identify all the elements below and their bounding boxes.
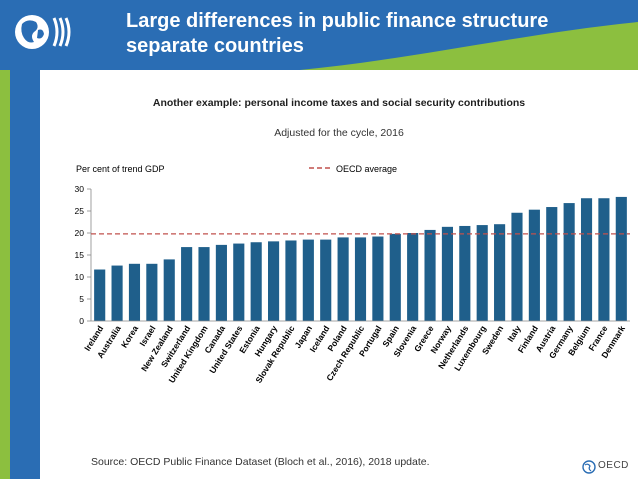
bar-switzerland <box>181 247 193 321</box>
oecd-logo <box>10 10 72 60</box>
globe-icon <box>582 460 596 474</box>
bar-sweden <box>494 224 506 321</box>
y-tick-label: 25 <box>75 206 85 216</box>
bar-netherlands <box>459 225 471 321</box>
chart-subtitle: Adjusted for the cycle, 2016 <box>274 127 404 139</box>
bar-japan <box>302 239 314 321</box>
y-tick-label: 20 <box>75 228 85 238</box>
slide-title: Large differences in public finance stru… <box>126 9 626 59</box>
chart-title: Another example: personal income taxes a… <box>152 97 526 109</box>
bar-iceland <box>320 239 332 321</box>
bar-spain <box>389 233 401 321</box>
y-tick-label: 5 <box>79 294 84 304</box>
bar-denmark <box>615 196 627 321</box>
y-tick-label: 10 <box>75 272 85 282</box>
bar-belgium <box>580 198 593 321</box>
y-tick-label: 0 <box>79 316 84 326</box>
bar-portugal <box>372 236 384 321</box>
bar-hungary <box>268 241 280 321</box>
bar-luxembourg <box>476 225 488 321</box>
bar-france <box>598 198 610 321</box>
source-note: Source: OECD Public Finance Dataset (Blo… <box>91 456 430 468</box>
footer-oecd-logo: OECD <box>582 459 638 475</box>
bars <box>94 196 627 321</box>
bar-italy <box>511 212 523 321</box>
footer-logo-text: OECD <box>598 460 629 471</box>
bar-new-zealand <box>163 259 175 321</box>
header-background <box>0 0 638 70</box>
bar-estonia <box>250 242 262 321</box>
bar-norway <box>441 226 453 321</box>
bar-finland <box>528 209 540 321</box>
y-tick-label: 15 <box>75 250 85 260</box>
bar-australia <box>111 265 123 321</box>
bar-czech-republic <box>354 237 367 321</box>
bar-canada <box>215 244 227 321</box>
y-axis: 0 5 10 15 20 25 30 <box>75 184 92 326</box>
bar-israel <box>146 263 158 321</box>
legend-label-oecd-average: OECD average <box>336 164 397 174</box>
bar-austria <box>546 207 558 321</box>
y-axis-label: Per cent of trend GDP <box>76 164 165 174</box>
bar-korea <box>128 263 141 321</box>
bar-slovak-republic <box>285 240 297 321</box>
bar-slovenia <box>407 233 419 321</box>
bar-germany <box>563 203 575 321</box>
bar-ireland <box>94 269 106 321</box>
slide-title-line-1: Large differences in public finance stru… <box>126 10 549 32</box>
y-tick-label: 30 <box>75 184 85 194</box>
x-tick-label: Korea <box>119 324 140 350</box>
bar-united-states <box>233 243 245 321</box>
slide-title-line-2: separate countries <box>126 35 304 57</box>
bar-united-kingdom <box>198 247 210 321</box>
bar-greece <box>424 229 436 321</box>
left-accent-bar <box>0 70 40 479</box>
bar-poland <box>337 237 349 321</box>
slide-header: Large differences in public finance stru… <box>0 0 638 70</box>
